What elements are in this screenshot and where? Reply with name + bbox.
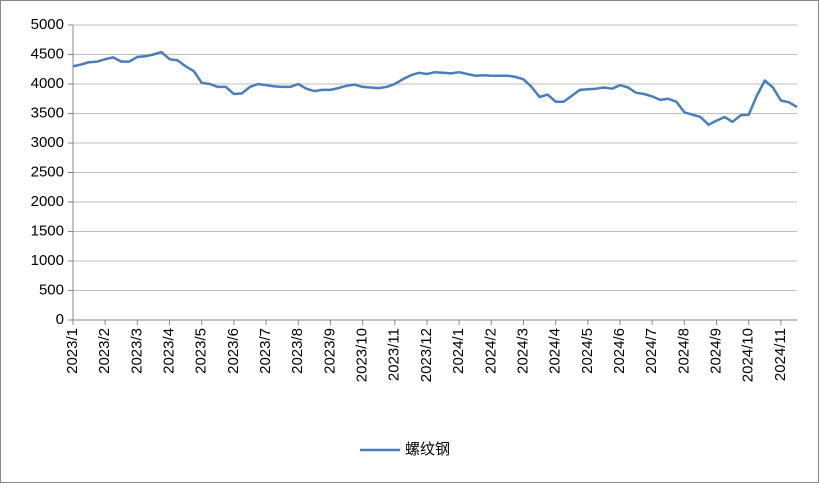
y-tick-label: 3500 <box>31 104 64 121</box>
y-tick-label: 5000 <box>31 16 64 33</box>
line <box>72 50 798 126</box>
x-tick-label: 2023/4 <box>161 328 178 374</box>
x-tick-label: 2024/4 <box>547 328 564 374</box>
x-tick-label: 2023/8 <box>289 328 306 374</box>
y-tick-label: 3000 <box>31 134 64 151</box>
y-tick-label: 4000 <box>31 75 64 92</box>
x-tick-label: 2023/7 <box>257 328 274 374</box>
x-tick-label: 2024/9 <box>708 328 725 374</box>
y-tick-label: 2000 <box>31 193 64 210</box>
x-tick-label: 2024/3 <box>514 328 531 374</box>
x-tick-label: 2024/10 <box>740 328 757 382</box>
y-tick-label: 1000 <box>31 252 64 269</box>
x-tick-label: 2024/2 <box>482 328 499 374</box>
y-tick-label: 0 <box>56 311 64 328</box>
x-tick-label: 2023/1 <box>64 328 81 374</box>
x-tick-label: 2023/3 <box>128 328 145 374</box>
x-tick-label: 2023/2 <box>96 328 113 374</box>
x-tick-label: 2023/9 <box>321 328 338 374</box>
x-tick-label: 2023/11 <box>386 328 403 381</box>
x-tick-label: 2024/11 <box>772 328 789 381</box>
y-tick-label: 1500 <box>31 222 64 239</box>
x-tick-label: 2024/1 <box>450 328 467 374</box>
x-tick-label: 2023/12 <box>418 328 435 382</box>
y-tick-label: 4500 <box>31 45 64 62</box>
x-tick-label: 2024/6 <box>611 328 628 374</box>
legend-label: 螺纹钢 <box>405 441 450 458</box>
x-tick-label: 2024/7 <box>643 328 660 374</box>
x-tick-label: 2024/5 <box>579 328 596 374</box>
x-tick-label: 2023/5 <box>193 328 210 374</box>
x-tick-label: 2023/10 <box>354 328 371 382</box>
x-tick-label: 2024/8 <box>675 328 692 374</box>
y-tick-label: 500 <box>39 281 64 298</box>
y-tick-label: 2500 <box>31 163 64 180</box>
x-tick-label: 2023/6 <box>225 328 242 374</box>
